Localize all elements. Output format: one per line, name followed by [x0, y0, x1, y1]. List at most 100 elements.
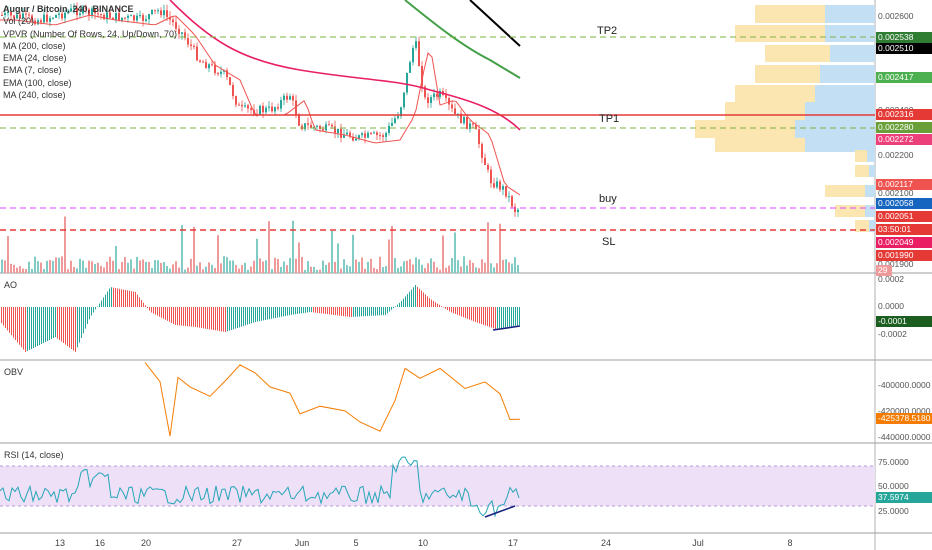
indicator-ma200[interactable]: MA (200, close) — [3, 40, 66, 51]
ao-bar — [373, 307, 374, 316]
volume-bar — [103, 267, 105, 273]
vpvr-row-up — [869, 165, 875, 177]
ao-bar — [105, 294, 106, 307]
ao-bar — [119, 288, 120, 307]
volume-bar — [169, 268, 171, 273]
ao-bar — [45, 307, 46, 342]
candle-body — [379, 135, 381, 137]
tp1-label[interactable]: TP1 — [599, 113, 620, 125]
candle-body — [457, 113, 459, 115]
sl-label[interactable]: SL — [602, 236, 616, 248]
volume-bar — [313, 266, 315, 273]
indicator-vol[interactable]: Vol (20) — [3, 16, 35, 27]
ao-bar — [263, 307, 264, 321]
ao-bar — [449, 307, 450, 312]
ao-bar — [95, 307, 96, 310]
ao-bar — [201, 307, 202, 328]
volume-bar — [463, 256, 465, 273]
volume-bar — [430, 258, 432, 273]
ao-bar — [271, 307, 272, 319]
ao-bar — [221, 307, 222, 332]
ao-bar — [245, 307, 246, 326]
volume-bar — [232, 260, 234, 273]
volume-bar — [361, 257, 363, 273]
candle-body — [172, 19, 174, 23]
volume-bar — [322, 260, 324, 273]
volume-bar — [49, 260, 51, 273]
ao-bar — [151, 307, 152, 313]
candle-body — [340, 128, 342, 138]
ao-bar — [79, 307, 80, 343]
indicator-ema24[interactable]: EMA (24, close) — [3, 53, 67, 64]
buy-label[interactable]: buy — [599, 193, 617, 205]
ao-bar — [99, 303, 100, 307]
volume-bar — [331, 231, 333, 273]
candle-body — [280, 100, 282, 109]
candle-body — [91, 8, 93, 16]
ao-bar — [451, 307, 452, 313]
volume-bar — [508, 262, 510, 273]
ao-bar — [229, 307, 230, 331]
candle-body — [43, 14, 45, 23]
ao-bar — [103, 297, 104, 307]
ao-pane-label[interactable]: AO — [4, 280, 18, 290]
ao-bar — [171, 307, 172, 323]
rsi-pane-label[interactable]: RSI (14, close) — [4, 450, 64, 460]
candle-body — [487, 164, 489, 170]
time-tick: 5 — [353, 538, 359, 548]
candle-body — [286, 95, 288, 100]
ao-bar — [161, 307, 162, 318]
price-tag-ema24: 0.002280 — [876, 122, 932, 133]
volume-bar — [58, 257, 60, 273]
candle-body — [382, 135, 384, 137]
candle-body — [403, 92, 405, 108]
price-candles — [1, 2, 519, 217]
candle-body — [469, 123, 471, 129]
ao-bar — [347, 307, 348, 317]
volume-bar — [283, 261, 285, 273]
price-tag-ma: 0.002538 — [876, 32, 932, 43]
ao-bar — [101, 300, 102, 307]
obv-tick: -400000.0000 — [878, 380, 931, 390]
ao-bar — [217, 307, 218, 331]
ao-bar — [31, 307, 32, 349]
tp2-label[interactable]: TP2 — [597, 25, 618, 37]
indicator-ma240[interactable]: MA (240, close) — [3, 90, 66, 101]
volume-bar — [250, 266, 252, 273]
obv-pane-label[interactable]: OBV — [4, 367, 24, 377]
countdown-tag: 03:50:01 — [876, 224, 932, 235]
ao-bar — [83, 307, 84, 334]
volume-bar — [253, 260, 255, 273]
time-tick: 13 — [54, 538, 66, 548]
indicator-ema7[interactable]: EMA (7, close) — [3, 65, 62, 76]
ao-bar — [215, 307, 216, 331]
volume-bar — [139, 260, 141, 273]
candle-body — [427, 97, 429, 104]
ao-bar — [149, 307, 150, 311]
candle-body — [118, 12, 120, 21]
candle-body — [355, 138, 357, 141]
candle-body — [493, 183, 495, 188]
ao-bar — [5, 307, 6, 328]
ao-bar — [363, 307, 364, 317]
candle-body — [472, 123, 474, 125]
candle-body — [82, 6, 84, 14]
volume-bar — [412, 264, 414, 273]
candle-body — [244, 105, 246, 107]
candle-body — [370, 132, 372, 134]
candle-body — [262, 105, 264, 113]
ao-tick: 0.0002 — [878, 274, 904, 284]
ao-bar — [461, 307, 462, 317]
vpvr-row-up — [825, 5, 875, 23]
rsi-path — [0, 456, 520, 518]
indicator-vpvr[interactable]: VPVR (Number Of Rows, 24, Up/Down, 70) — [3, 28, 178, 39]
volume-bar — [394, 258, 396, 273]
candle-body — [181, 32, 183, 34]
indicator-ema100[interactable]: EMA (100, close) — [3, 77, 72, 88]
price-tick: 0.002600 — [878, 11, 914, 21]
ao-bar — [227, 307, 228, 332]
ao-bar — [475, 307, 476, 322]
volume-bar — [25, 269, 27, 273]
candle-body — [367, 132, 369, 138]
